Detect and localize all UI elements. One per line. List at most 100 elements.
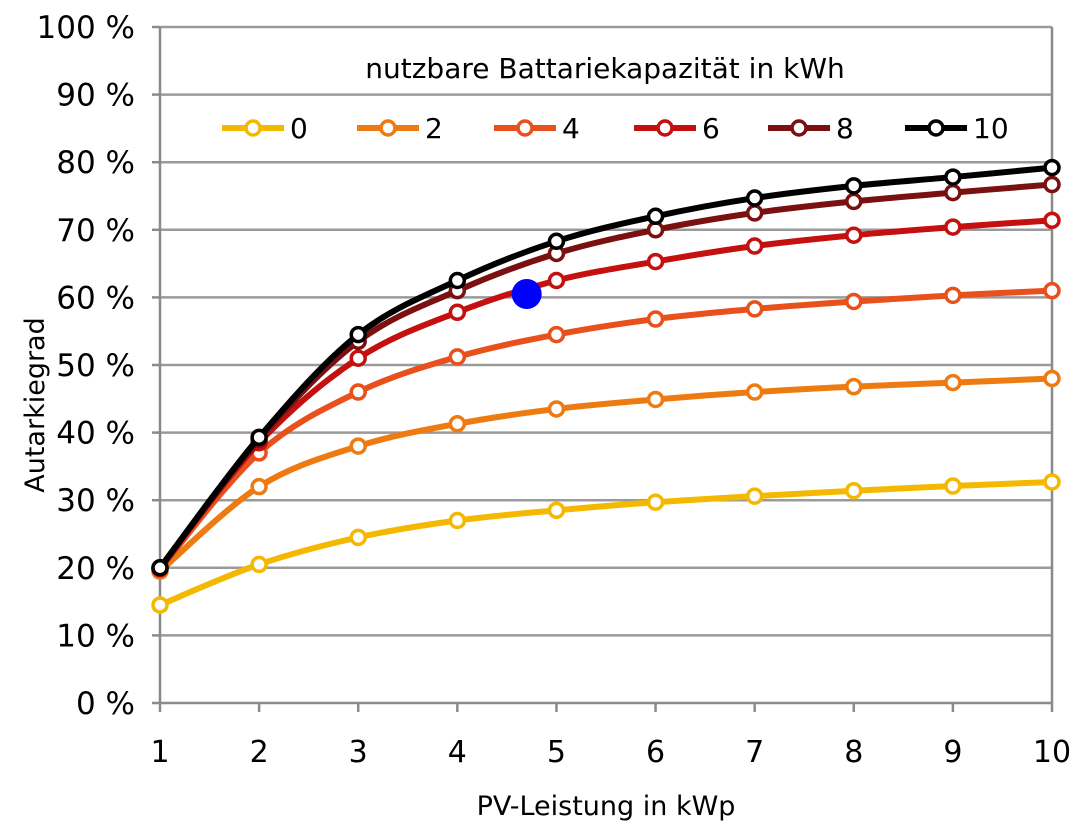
y-tick-label: 20 % xyxy=(56,551,135,587)
series-line xyxy=(157,217,1053,571)
axes xyxy=(152,25,1054,712)
data-point xyxy=(349,383,367,401)
data-point xyxy=(250,477,268,496)
x-tick-label: 9 xyxy=(943,735,962,770)
data-point xyxy=(547,232,566,251)
x-axis-label: PV-Leistung in kWp xyxy=(477,791,736,822)
data-point xyxy=(745,237,764,255)
x-tick-label: 8 xyxy=(844,735,863,770)
data-point xyxy=(250,428,268,447)
data-point xyxy=(448,511,467,530)
series-line xyxy=(157,164,1053,570)
legend-label: 0 xyxy=(290,112,308,145)
y-tick-label: 60 % xyxy=(56,280,135,316)
data-point xyxy=(1043,158,1061,177)
data-point xyxy=(448,348,467,366)
data-point xyxy=(1043,281,1061,300)
series-0 xyxy=(151,473,1061,614)
data-point xyxy=(547,501,566,520)
data-point xyxy=(845,292,863,311)
series-line xyxy=(158,375,1053,574)
x-tick-label: 2 xyxy=(250,735,269,770)
legend-swatch-marker xyxy=(516,119,534,137)
legend-swatch-marker xyxy=(927,119,945,137)
data-point xyxy=(944,477,962,495)
x-tick-labels: 1 2 3 4 5 6 7 8 9 10 xyxy=(150,735,1071,770)
data-point xyxy=(547,271,566,290)
data-point xyxy=(646,390,665,409)
data-point xyxy=(448,415,467,433)
x-tick-label: 6 xyxy=(646,735,665,770)
x-tick-label: 7 xyxy=(745,735,764,770)
y-tick-label: 70 % xyxy=(56,213,135,249)
y-tick-label: 0 % xyxy=(76,686,135,722)
series-line xyxy=(157,181,1053,570)
data-point xyxy=(944,286,962,305)
x-tick-label: 4 xyxy=(448,735,467,770)
data-point xyxy=(646,310,665,328)
legend-swatch-marker xyxy=(790,119,808,137)
annotations xyxy=(511,279,542,310)
y-tick-label: 50 % xyxy=(56,348,135,384)
data-point xyxy=(448,271,467,290)
data-point xyxy=(845,177,863,195)
x-tick-label: 1 xyxy=(150,735,169,770)
y-axis-label: Autarkiegrad xyxy=(20,317,51,493)
data-point xyxy=(151,559,169,577)
data-point xyxy=(1043,473,1061,491)
legend: nutzbare Battariekapazität in kWh 0 2 4 6 8 1… xyxy=(222,52,1009,145)
y-tick-label: 30 % xyxy=(56,483,135,519)
legend-label: 4 xyxy=(562,112,580,145)
data-point xyxy=(845,481,863,500)
y-tick-label: 80 % xyxy=(56,145,135,181)
legend-swatch-marker xyxy=(244,119,262,137)
data-point xyxy=(745,300,764,318)
data-point xyxy=(151,596,169,614)
data-point xyxy=(547,325,566,344)
data-point xyxy=(547,400,566,418)
x-tick-label: 10 xyxy=(1033,735,1071,770)
data-point xyxy=(349,528,367,547)
series-10 xyxy=(151,158,1061,577)
data-point xyxy=(646,493,665,511)
data-point xyxy=(1043,369,1061,388)
legend-label: 10 xyxy=(973,112,1009,145)
series-line xyxy=(157,287,1053,572)
series-4 xyxy=(151,281,1061,578)
data-point xyxy=(448,303,467,322)
data-point xyxy=(944,373,962,392)
series-8 xyxy=(151,175,1061,577)
legend-label: 2 xyxy=(425,112,443,145)
legend-title: nutzbare Battariekapazität in kWh xyxy=(365,52,845,85)
data-point xyxy=(646,207,665,226)
legend-label: 6 xyxy=(702,112,720,145)
blue-dot-marker xyxy=(511,279,542,310)
data-point xyxy=(745,383,764,401)
data-point xyxy=(349,437,367,455)
data-point xyxy=(845,377,863,396)
data-point xyxy=(349,325,367,344)
legend-entry-6: 6 xyxy=(634,112,720,145)
data-point xyxy=(745,487,764,505)
grid xyxy=(160,25,1052,637)
y-tick-label: 100 % xyxy=(37,10,135,46)
data-point xyxy=(349,349,367,367)
legend-entry-2: 2 xyxy=(357,112,443,145)
series-6 xyxy=(151,211,1061,578)
y-tick-labels: 0 % 10 % 20 % 30 % 40 % 50 % 60 % 70 % 80 % 90 % 1… xyxy=(37,10,135,722)
legend-label: 8 xyxy=(836,112,854,145)
data-point xyxy=(745,189,764,207)
data-point xyxy=(646,252,665,271)
legend-swatch-marker xyxy=(656,119,674,137)
data-point xyxy=(1043,211,1061,230)
data-point xyxy=(944,168,962,186)
data-point xyxy=(845,226,863,244)
series-lines xyxy=(151,158,1061,614)
x-tick-label: 3 xyxy=(349,735,368,770)
data-point xyxy=(845,192,863,211)
data-point xyxy=(1043,175,1061,194)
y-tick-label: 90 % xyxy=(56,78,135,114)
legend-entry-8: 8 xyxy=(768,112,854,145)
data-point xyxy=(944,183,962,202)
